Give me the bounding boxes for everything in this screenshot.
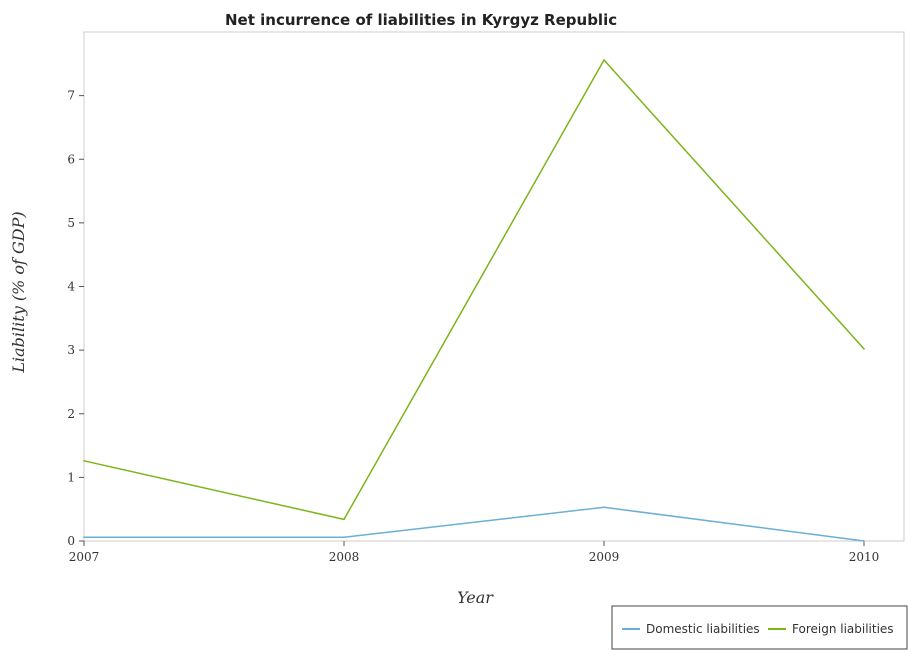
plot-area <box>83 31 905 542</box>
x-axis: 2007 2008 2009 2010 <box>69 541 880 564</box>
y-tick-label: 7 <box>67 89 75 103</box>
legend-box <box>611 605 908 650</box>
data-point <box>83 460 85 462</box>
data-point <box>603 506 605 509</box>
data-point <box>343 536 345 538</box>
y-tick-label: 2 <box>67 407 75 421</box>
series-line-domestic <box>84 506 865 542</box>
x-tick-label: 2009 <box>589 550 620 564</box>
plot-frame <box>83 31 905 542</box>
series-lines <box>83 58 865 542</box>
y-tick-label: 6 <box>67 152 75 166</box>
y-tick-label: 3 <box>67 343 75 357</box>
series-line-foreign <box>83 58 865 521</box>
y-tick-label: 4 <box>67 280 75 294</box>
x-axis-label: Year <box>457 588 494 607</box>
chart-title: Net incurrence of liabilities in Kyrgyz … <box>225 11 617 29</box>
y-tick-label: 0 <box>67 534 75 548</box>
x-tick-label: 2008 <box>329 550 360 564</box>
data-point <box>343 518 345 521</box>
data-point <box>603 59 605 61</box>
x-tick-label: 2010 <box>849 550 880 564</box>
data-point <box>83 536 85 538</box>
legend-label: Foreign liabilities <box>792 622 894 636</box>
legend-label: Domestic liabilities <box>646 622 760 636</box>
legend: Domestic liabilities Foreign liabilities <box>611 605 908 650</box>
y-axis: 0 1 2 3 4 5 6 7 <box>67 89 84 548</box>
y-axis-label: Liability (% of GDP) <box>9 211 28 373</box>
x-tick-label: 2007 <box>69 550 100 564</box>
y-tick-label: 5 <box>67 216 75 230</box>
y-tick-label: 1 <box>67 470 75 484</box>
data-point <box>863 540 865 542</box>
data-point <box>863 348 865 350</box>
